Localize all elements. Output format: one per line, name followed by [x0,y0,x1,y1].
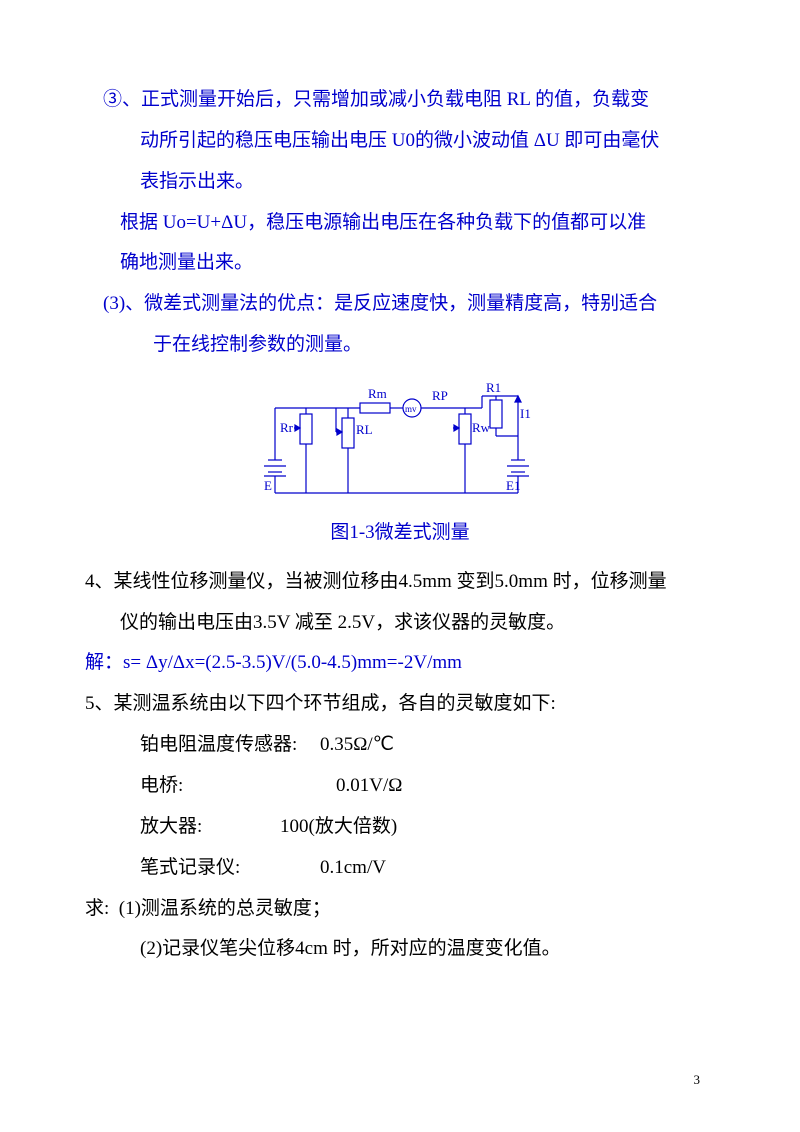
sensor-3-row: 放大器:100(放大倍数) [85,807,715,848]
paragraph-2-line-1: 根据 Uo=U+ΔU，稳压电源输出电压在各种负载下的值都可以准 [85,203,715,244]
question-label: 求: [85,898,109,919]
paragraph-3-line-2: 于在线控制参数的测量。 [85,325,715,366]
sensor-2-label: 电桥: [140,766,336,807]
question-2: (2)记录仪笔尖位移4cm 时，所对应的温度变化值。 [85,929,715,970]
sensor-3-value: 100(放大倍数) [280,816,397,837]
sensor-4-row: 笔式记录仪:0.1cm/V [85,848,715,889]
problem-4-line-1: 4、某线性位移测量仪，当被测位移由4.5mm 变到5.0mm 时，位移测量 [85,562,715,603]
circuit-label-rl: RL [356,422,373,437]
sensor-4-label: 笔式记录仪: [140,848,320,889]
sensor-1-row: 铂电阻温度传感器:0.35Ω/℃ [85,725,715,766]
question-row-1: 求: (1)测温系统的总灵敏度； [85,889,715,930]
circuit-label-r1: R1 [486,380,501,395]
circuit-label-e1: E1 [506,478,520,493]
circuit-label-rw: Rw [472,420,491,435]
circuit-label-rm: Rm [368,386,387,401]
circuit-label-rr: Rr [280,420,294,435]
question-1: (1)测温系统的总灵敏度； [119,898,331,919]
paragraph-3-line-1: (3)、微差式测量法的优点：是反应速度快，测量精度高，特别适合 [85,284,715,325]
paragraph-1-line-1: ③、正式测量开始后，只需增加或减小负载电阻 RL 的值，负载变 [85,80,715,121]
page-number: 3 [694,1066,701,1094]
sensor-1-label: 铂电阻温度传感器: [140,725,320,766]
figure-caption: 图1-3微差式测量 [85,513,715,554]
sensor-4-value: 0.1cm/V [320,857,386,878]
problem-4-solution: 解：s= Δy/Δx=(2.5-3.5)V/(5.0-4.5)mm=-2V/mm [85,643,715,684]
paragraph-1-line-3: 表指示出来。 [85,162,715,203]
sensor-1-value: 0.35Ω/℃ [320,734,394,755]
paragraph-2-line-2: 确地测量出来。 [85,243,715,284]
sensor-2-value: 0.01V/Ω [336,775,402,796]
circuit-label-i1: I1 [520,406,531,421]
paragraph-1-line-2: 动所引起的稳压电压输出电压 U0的微小波动值 ΔU 即可由毫伏 [85,121,715,162]
sensor-2-row: 电桥:0.01V/Ω [85,766,715,807]
problem-5-line-1: 5、某测温系统由以下四个环节组成，各自的灵敏度如下: [85,684,715,725]
circuit-diagram-container: Rm RP R1 I1 Rw Rr RL E E1 mv [85,378,715,503]
problem-4-line-2: 仪的输出电压由3.5V 减至 2.5V，求该仪器的灵敏度。 [85,603,715,644]
circuit-label-e: E [264,478,272,493]
circuit-label-rp: RP [432,388,448,403]
circuit-diagram: Rm RP R1 I1 Rw Rr RL E E1 mv [260,378,540,503]
circuit-label-mv: mv [405,404,417,414]
sensor-3-label: 放大器: [140,807,280,848]
